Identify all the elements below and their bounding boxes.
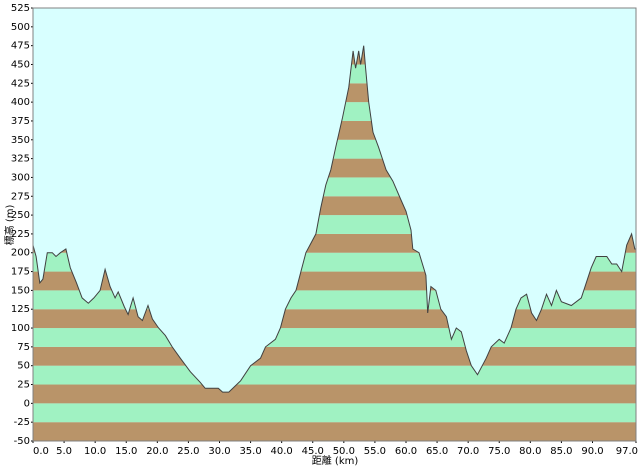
y-tick-label: 200 bbox=[11, 248, 30, 259]
y-tick-label: 400 bbox=[11, 97, 30, 108]
y-tick-label: 475 bbox=[11, 41, 30, 52]
y-tick-label: 225 bbox=[11, 229, 30, 240]
y-tick-label: 500 bbox=[11, 22, 30, 33]
band bbox=[33, 309, 636, 329]
band bbox=[33, 422, 636, 441]
x-tick-label: 75.0 bbox=[488, 446, 510, 457]
band bbox=[33, 346, 636, 366]
x-tick-label: 35.0 bbox=[239, 446, 261, 457]
y-tick-label: 175 bbox=[11, 267, 30, 278]
plot-frame bbox=[32, 7, 637, 442]
y-tick-label: 425 bbox=[11, 78, 30, 89]
elevation-line bbox=[32, 45, 636, 393]
x-tick-label: 30.0 bbox=[208, 446, 230, 457]
x-tick-label: 97.0 bbox=[616, 446, 638, 457]
y-tick-label: 450 bbox=[11, 59, 30, 70]
x-tick-label: 45.0 bbox=[302, 446, 324, 457]
x-tick-label: 90.0 bbox=[581, 446, 603, 457]
x-tick-label: 15.0 bbox=[115, 446, 137, 457]
y-tick-label: 0 bbox=[24, 398, 30, 409]
x-tick-label: 50.0 bbox=[333, 446, 355, 457]
band bbox=[33, 384, 636, 404]
band bbox=[33, 403, 636, 423]
x-tick-label: 40.0 bbox=[271, 446, 293, 457]
y-tick-label: 75 bbox=[17, 342, 30, 353]
x-tick-label: 65.0 bbox=[426, 446, 448, 457]
y-tick-label: 50 bbox=[17, 361, 30, 372]
band bbox=[33, 365, 636, 385]
y-tick-label: 100 bbox=[11, 323, 30, 334]
x-tick-label: 60.0 bbox=[395, 446, 417, 457]
y-tick-label: 125 bbox=[11, 304, 30, 315]
y-tick-label: 250 bbox=[11, 210, 30, 221]
y-tick-label: -50 bbox=[14, 436, 30, 447]
x-tick-label: 70.0 bbox=[457, 446, 479, 457]
y-tick-label: 350 bbox=[11, 135, 30, 146]
x-tick-label: 25.0 bbox=[177, 446, 199, 457]
x-tick-label: 80.0 bbox=[519, 446, 541, 457]
y-tick-label: -25 bbox=[14, 417, 30, 428]
x-tick-label: 85.0 bbox=[550, 446, 572, 457]
x-tick-label: 5.0 bbox=[56, 446, 72, 457]
y-tick-label: 25 bbox=[17, 380, 30, 391]
x-tick-label: 20.0 bbox=[146, 446, 168, 457]
x-tick-label: 55.0 bbox=[364, 446, 386, 457]
x-tick-label: 0.0 bbox=[33, 446, 49, 457]
y-tick-label: 275 bbox=[11, 191, 30, 202]
y-tick-label: 375 bbox=[11, 116, 30, 127]
band bbox=[33, 328, 636, 347]
x-axis-title: 距離 (km) bbox=[312, 454, 359, 467]
y-tick-label: 150 bbox=[11, 285, 30, 296]
y-tick-label: 525 bbox=[11, 3, 30, 14]
x-tick-label: 10.0 bbox=[84, 446, 106, 457]
y-tick-label: 300 bbox=[11, 172, 30, 183]
y-tick-label: 325 bbox=[11, 154, 30, 165]
y-axis-title: 標高 (m) bbox=[3, 205, 16, 246]
